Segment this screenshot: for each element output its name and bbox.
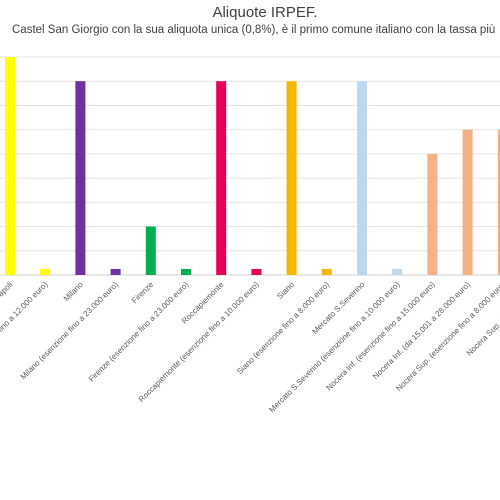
chart-title: Aliquote IRPEF.	[212, 4, 318, 21]
bar-2	[40, 268, 51, 275]
bar-5	[145, 226, 156, 275]
bar-8	[251, 268, 262, 275]
bar-14	[462, 129, 473, 275]
x-tick-label: apoli	[0, 280, 15, 298]
bar-6	[181, 268, 191, 275]
x-tick-label: Mercato S.Severino (esenzione fino a 10.…	[267, 280, 402, 415]
bar-15	[497, 129, 500, 275]
x-tick-label: Firenze	[130, 280, 156, 306]
x-tick-label: Roccapiemonte (esenzione fino a 10.000 e…	[137, 280, 261, 404]
bar-9	[286, 81, 297, 275]
gridlines	[0, 56, 500, 276]
bars	[5, 57, 500, 275]
bar-4	[110, 268, 121, 275]
bar-1	[5, 57, 15, 275]
bar-12	[392, 268, 403, 275]
bar-7	[216, 81, 227, 275]
bar-11	[357, 81, 367, 275]
x-tick-labels: apoline fino a 12.000 euro)MilanoMilano …	[0, 280, 500, 415]
chart-subtitle: Castel San Giorgio con la sua aliquota u…	[12, 24, 496, 36]
bar-10	[321, 268, 332, 275]
bar-3	[75, 81, 86, 275]
bar-13	[427, 153, 438, 275]
x-tick-label: Milano	[62, 280, 85, 303]
x-tick-label: Siano	[275, 280, 296, 301]
